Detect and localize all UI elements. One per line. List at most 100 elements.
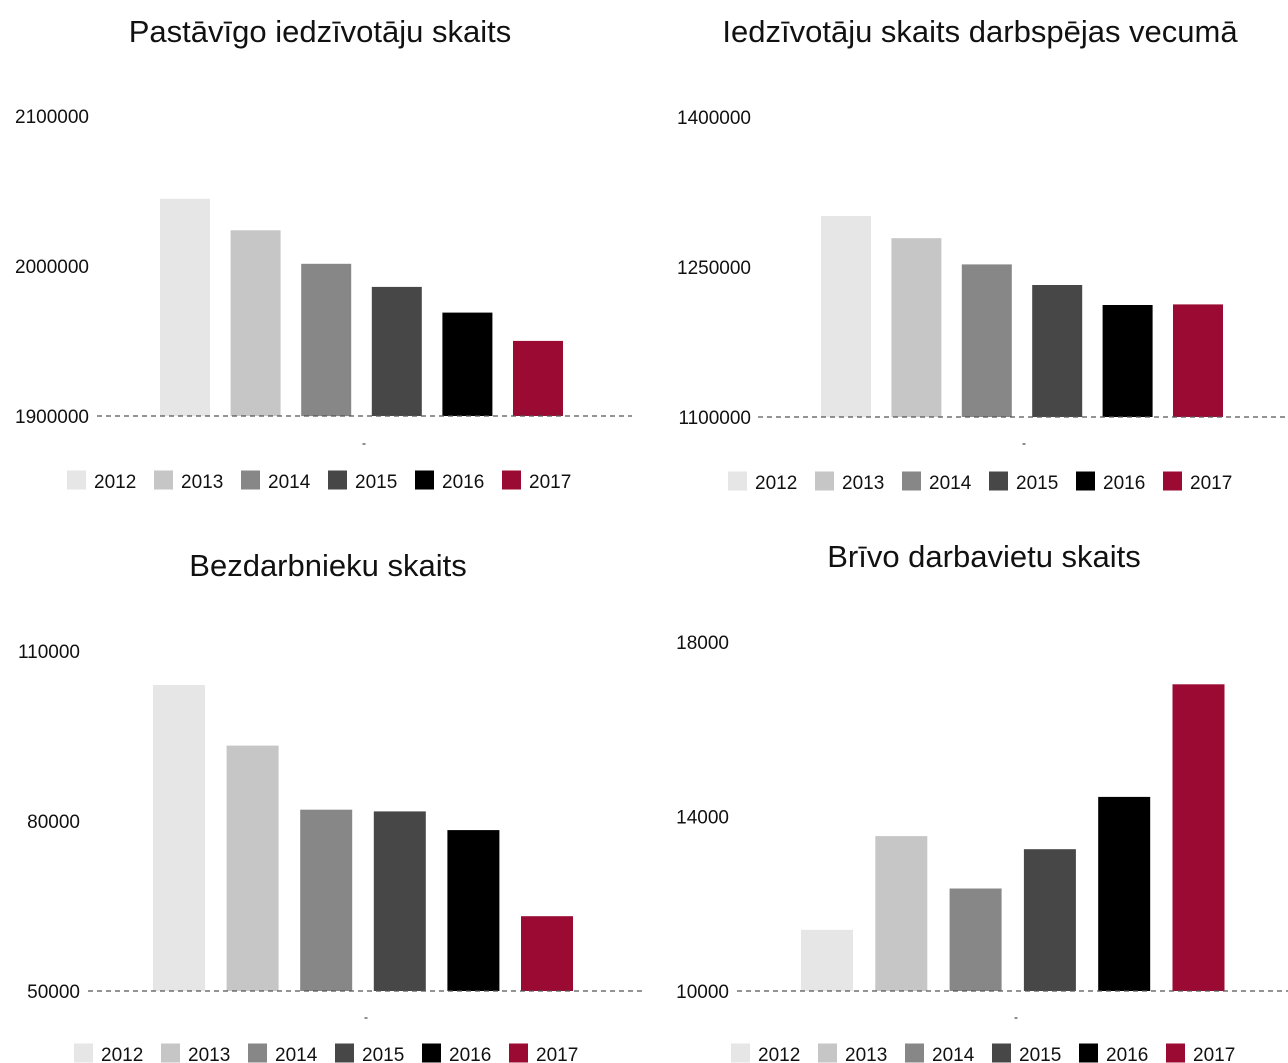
legend-item-2017: 2017 (502, 470, 571, 493)
legend-label: 2014 (275, 1045, 318, 1063)
legend-swatch-2015 (992, 1043, 1011, 1063)
chart-title: Pastāvīgo iedzīvotāju skaits (129, 14, 512, 49)
legend-label: 2013 (181, 472, 223, 493)
legend-swatch-2012 (74, 1043, 93, 1063)
y-tick-label: 110000 (18, 642, 80, 663)
legend-swatch-2013 (161, 1043, 180, 1063)
legend-label: 2015 (355, 472, 397, 493)
bar-2012 (821, 216, 871, 417)
y-tick-label: 1100000 (678, 408, 751, 429)
legend-label: 2013 (845, 1045, 887, 1063)
bar-2013 (875, 836, 928, 991)
legend-swatch-2015 (989, 471, 1008, 491)
legend-label: 2014 (929, 473, 972, 494)
bar-2015 (373, 811, 426, 991)
legend-swatch-2014 (905, 1043, 924, 1063)
legend-item-2014: 2014 (241, 470, 311, 493)
legend-label: 2012 (755, 473, 797, 494)
legend-swatch-2013 (815, 471, 834, 491)
bar-2017 (1173, 304, 1223, 417)
legend-swatch-2016 (415, 470, 434, 490)
legend-label: 2017 (1190, 473, 1232, 494)
legend-label: 2017 (529, 472, 571, 493)
legend-label: 2012 (94, 472, 136, 493)
bar-2015 (1032, 285, 1083, 417)
bar-2012 (160, 198, 210, 416)
legend-label: 2016 (1106, 1045, 1148, 1063)
bar-2017 (1172, 684, 1225, 991)
legend-label: 2016 (442, 472, 484, 493)
legend: 2012 2013 2014 2015 2016 2017 (74, 1043, 578, 1063)
legend-swatch-2016 (422, 1043, 441, 1063)
legend-item-2015: 2015 (989, 471, 1058, 494)
legend-item-2016: 2016 (1079, 1043, 1148, 1063)
legend-label: 2015 (362, 1045, 404, 1063)
legend-item-2012: 2012 (731, 1043, 800, 1063)
legend-item-2015: 2015 (328, 470, 397, 493)
bar-2016 (1102, 305, 1153, 417)
y-tick-label: 18000 (676, 633, 729, 654)
legend-item-2012: 2012 (67, 470, 136, 493)
bar-2015 (371, 286, 422, 416)
legend-label: 2014 (932, 1045, 975, 1063)
bar-2017 (513, 340, 563, 416)
legend-label: 2016 (449, 1045, 491, 1063)
legend-label: 2017 (1193, 1045, 1235, 1063)
legend-swatch-2017 (1166, 1043, 1185, 1063)
bar-2013 (226, 745, 279, 991)
legend-label: 2013 (188, 1045, 230, 1063)
legend-swatch-2016 (1079, 1043, 1098, 1063)
bar-2016 (1098, 796, 1151, 991)
legend: 2012 2013 2014 2015 2016 2017 (67, 470, 571, 493)
y-tick-label: 2100000 (15, 107, 89, 128)
bar-2016 (442, 312, 493, 416)
bar-2014 (949, 888, 1002, 991)
legend-swatch-2017 (1163, 471, 1182, 491)
legend-item-2016: 2016 (422, 1043, 491, 1063)
legend: 2012 2013 2014 2015 2016 2017 (731, 1043, 1235, 1063)
y-tick-label: 80000 (27, 812, 80, 833)
bar-2014 (961, 264, 1012, 417)
legend-swatch-2017 (509, 1043, 528, 1063)
y-tick-label: 50000 (27, 982, 80, 1003)
legend: 2012 2013 2014 2015 2016 2017 (728, 471, 1232, 494)
chart-panel: Pastāvīgo iedzīvotāju skaits 1900000 20000… (15, 14, 632, 493)
legend-item-2013: 2013 (161, 1043, 230, 1063)
legend-swatch-2014 (902, 471, 921, 491)
legend-swatch-2012 (67, 470, 86, 490)
y-tick-label: 1250000 (677, 258, 751, 279)
legend-item-2012: 2012 (74, 1043, 143, 1063)
legend-swatch-2016 (1076, 471, 1095, 491)
legend-label: 2017 (536, 1045, 578, 1063)
legend-label: 2012 (101, 1045, 143, 1063)
bar-2013 (891, 238, 942, 417)
legend-label: 2013 (842, 473, 884, 494)
legend-item-2016: 2016 (415, 470, 484, 493)
legend-item-2014: 2014 (248, 1043, 318, 1063)
y-tick-label: 10000 (676, 982, 729, 1003)
legend-label: 2015 (1019, 1045, 1061, 1063)
y-tick-label: 14000 (676, 808, 729, 829)
legend-label: 2015 (1016, 473, 1058, 494)
legend-item-2012: 2012 (728, 471, 797, 494)
legend-item-2017: 2017 (509, 1043, 578, 1063)
legend-item-2013: 2013 (818, 1043, 887, 1063)
legend-item-2016: 2016 (1076, 471, 1145, 494)
legend-item-2013: 2013 (154, 470, 223, 493)
legend-item-2014: 2014 (905, 1043, 975, 1063)
y-tick-label: 2000000 (15, 257, 89, 278)
legend-item-2013: 2013 (815, 471, 884, 494)
legend-swatch-2014 (248, 1043, 267, 1063)
legend-label: 2016 (1103, 473, 1145, 494)
bar-2012 (153, 685, 205, 991)
chart-title: Brīvo darbavietu skaits (827, 539, 1141, 574)
bar-2014 (301, 263, 352, 417)
chart-panel: Brīvo darbavietu skaits 10000 14000 18000 20… (676, 539, 1288, 1063)
legend-label: 2012 (758, 1045, 800, 1063)
legend-swatch-2014 (241, 470, 260, 490)
chart-panel: Iedzīvotāju skaits darbspējas vecumā 1100… (677, 14, 1288, 494)
bar-2017 (521, 916, 573, 991)
y-tick-label: 1400000 (677, 108, 751, 129)
